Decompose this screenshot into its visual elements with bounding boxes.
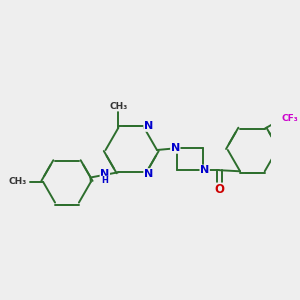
Text: CF₃: CF₃ (282, 114, 299, 123)
Text: N: N (144, 121, 153, 131)
Text: H: H (101, 176, 108, 185)
Text: N: N (171, 143, 180, 153)
Text: N: N (100, 169, 110, 179)
Text: N: N (144, 169, 153, 179)
Text: CH₃: CH₃ (8, 177, 27, 186)
Text: O: O (214, 183, 224, 196)
Text: CH₃: CH₃ (109, 102, 128, 111)
Text: N: N (200, 165, 209, 175)
